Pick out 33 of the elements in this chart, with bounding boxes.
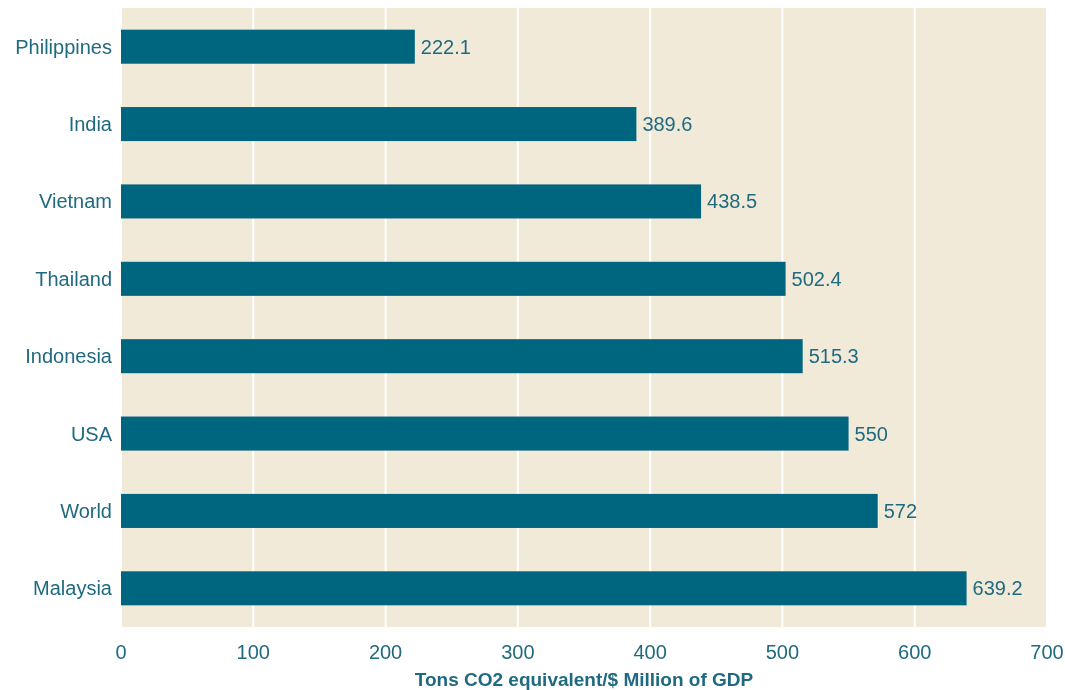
bar [121, 339, 803, 374]
bar [121, 261, 786, 296]
data-label: 502.4 [791, 267, 842, 290]
y-tick-label: Thailand [35, 267, 112, 290]
x-tick-label: 500 [765, 641, 800, 663]
data-label: 389.6 [642, 113, 693, 136]
y-tick-label: Vietnam [38, 190, 112, 213]
data-label: 550 [854, 422, 888, 445]
y-tick-label: Malaysia [33, 577, 113, 600]
y-tick-label: USA [70, 422, 113, 445]
bar [121, 416, 849, 451]
bar [121, 493, 878, 528]
y-tick-label: Philippines [15, 35, 112, 58]
y-tick-label: World [60, 499, 112, 522]
data-label: 572 [883, 499, 918, 522]
x-tick-label: 200 [368, 641, 403, 663]
x-tick-label: 100 [236, 641, 270, 663]
bar [121, 571, 967, 606]
x-tick-label: 0 [115, 641, 127, 663]
y-tick-label: Indonesia [25, 345, 113, 368]
bar [121, 184, 702, 219]
x-axis-title: Tons CO2 equivalent/$ Million of GDP [414, 669, 754, 690]
bar [121, 107, 637, 142]
data-label: 515.3 [808, 345, 859, 368]
data-label: 639.2 [972, 577, 1023, 600]
data-label: 222.1 [420, 35, 471, 58]
x-tick-label: 400 [633, 641, 667, 663]
x-tick-label: 600 [898, 641, 932, 663]
bar [121, 29, 415, 64]
x-tick-label: 700 [1030, 641, 1064, 663]
x-tick-label: 300 [501, 641, 535, 663]
data-label: 438.5 [707, 190, 758, 213]
y-tick-label: India [68, 113, 113, 136]
